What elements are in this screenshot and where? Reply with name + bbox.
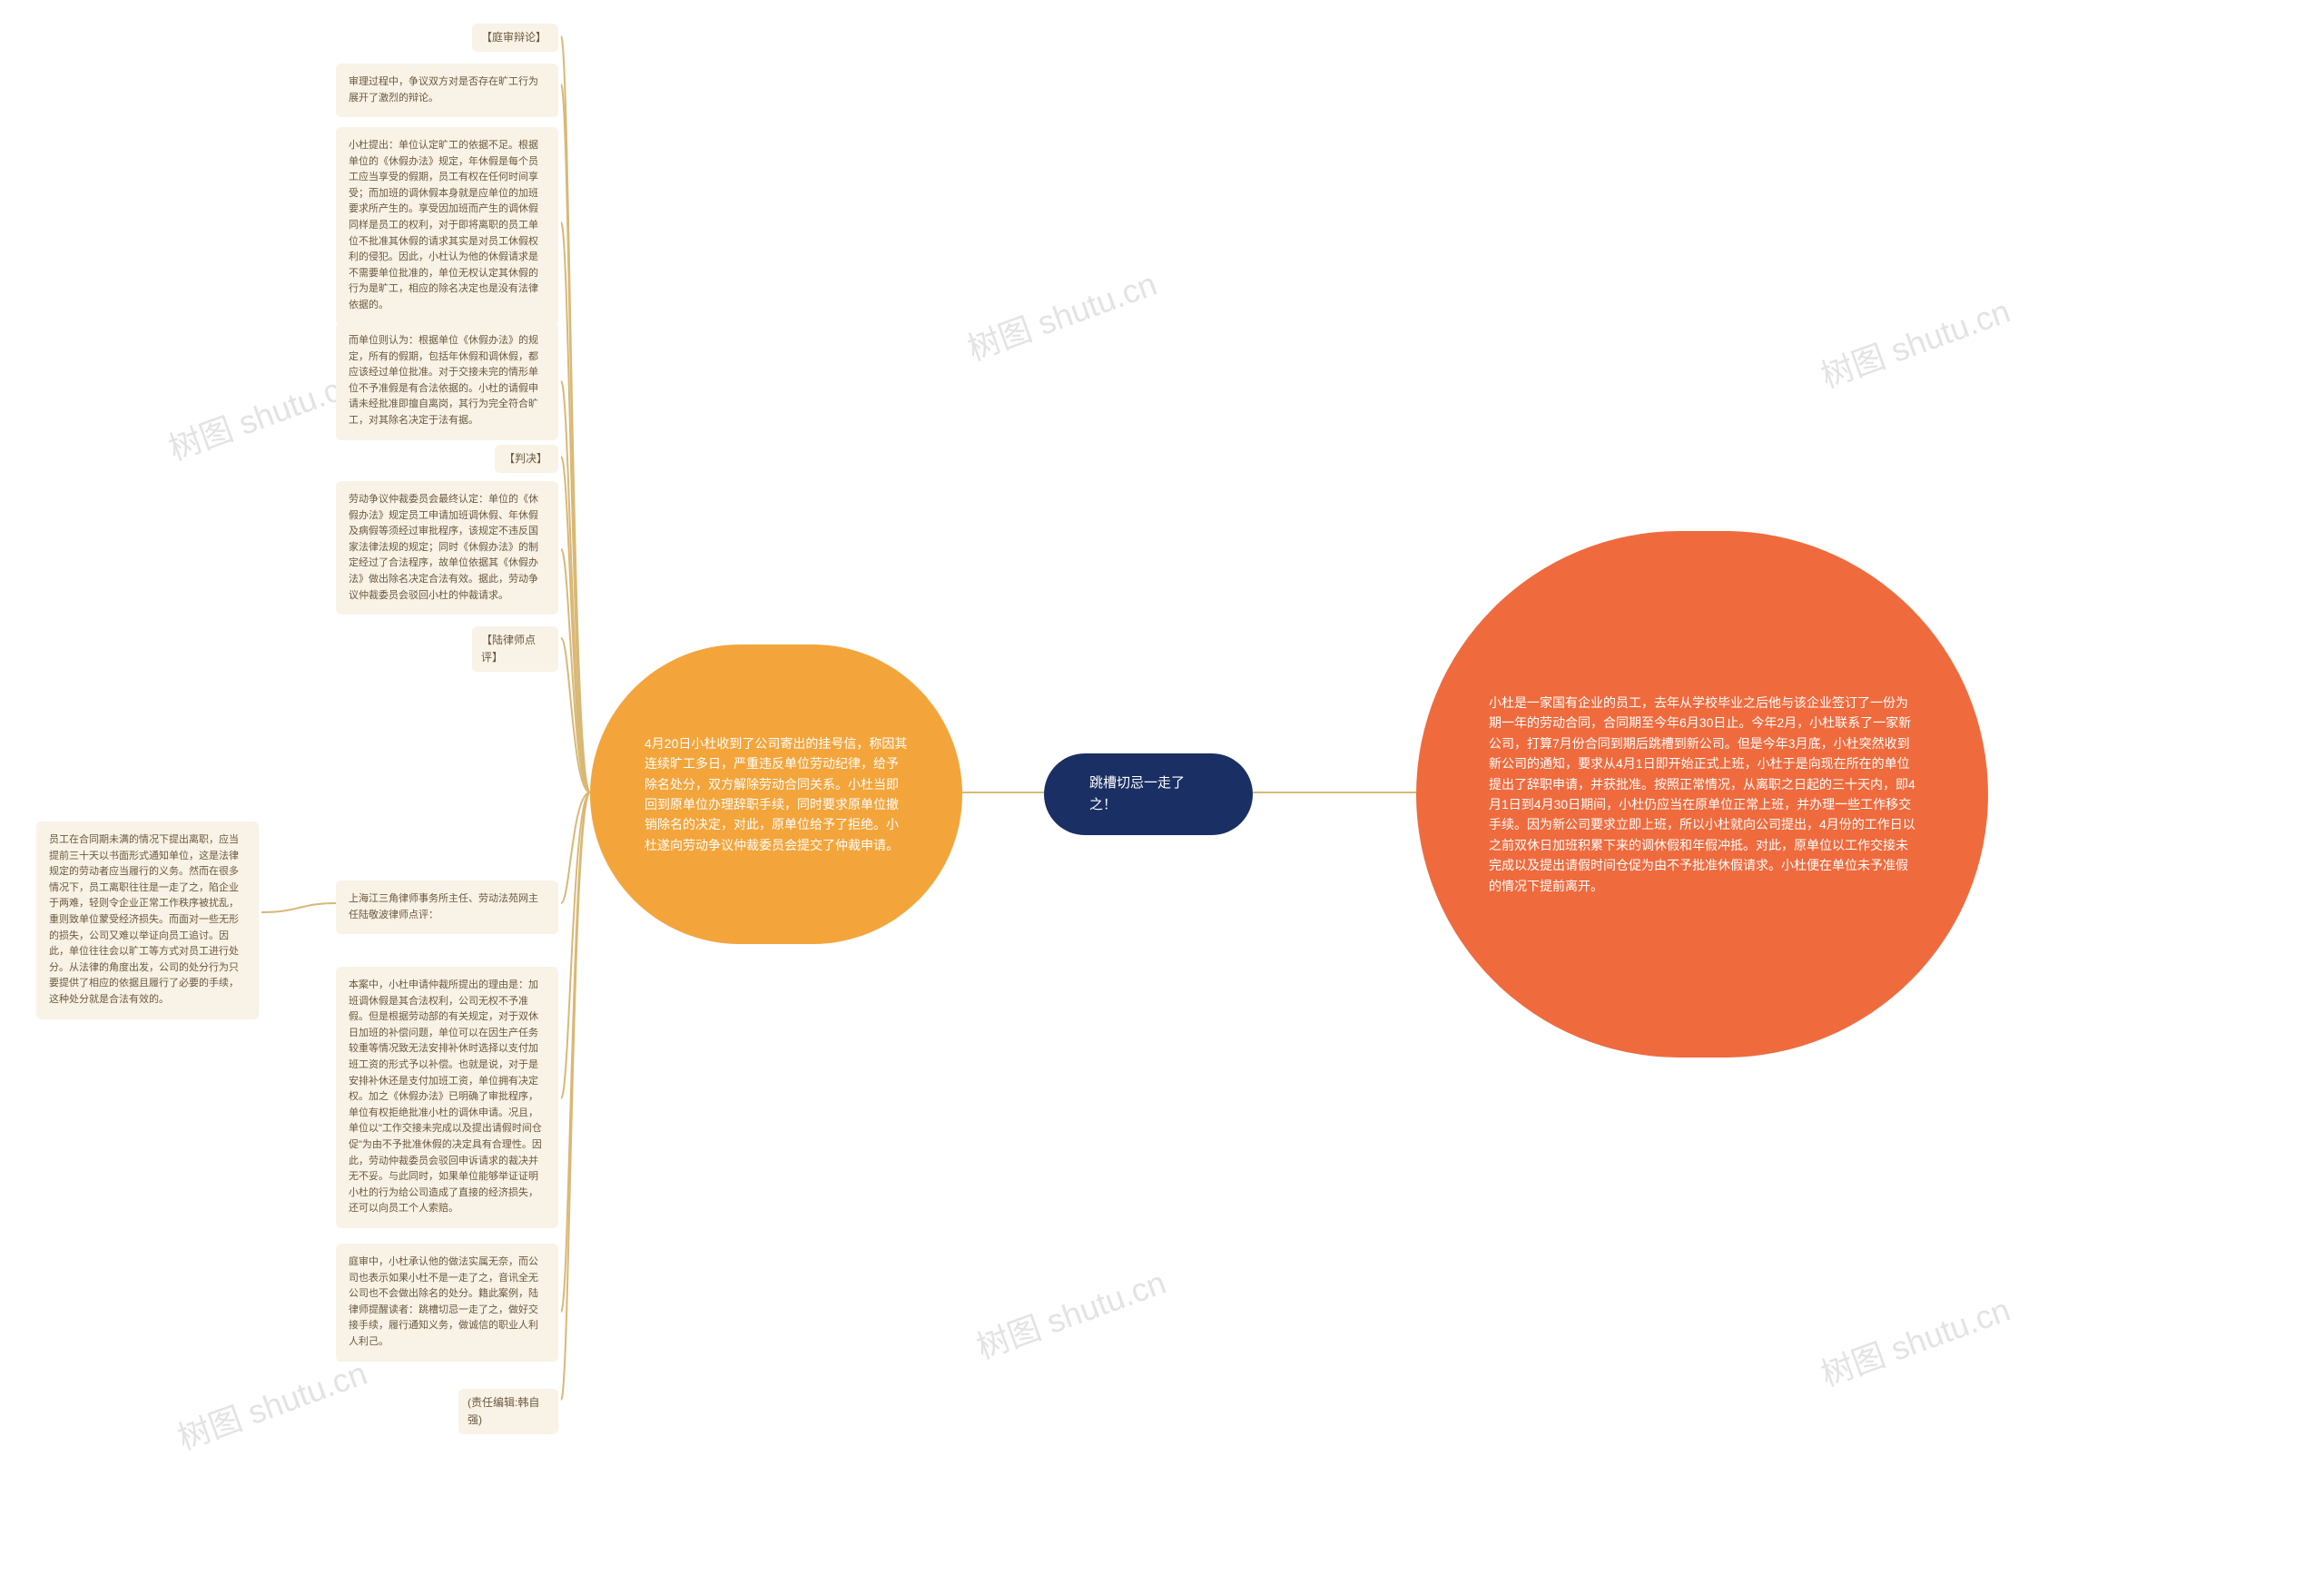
mindmap-link [561, 638, 590, 792]
leaf-t2: 小杜提出：单位认定旷工的依据不足。根据单位的《休假办法》规定，年休假是每个员工应… [336, 127, 558, 325]
mindmap-link [561, 792, 590, 1400]
leaf-label-5: 【陆律师点评】 [472, 626, 558, 672]
leaf-t7: 本案中，小杜申请仲裁所提出的理由是：加班调休假是其合法权利，公司无权不予准假。但… [336, 967, 558, 1228]
leaf-t5: 上海江三角律师事务所主任、劳动法苑网主任陆敬波律师点评： [336, 881, 558, 934]
mindmap-link [561, 381, 590, 792]
mindmap-link [261, 903, 336, 912]
leaf-t3: 而单位则认为：根据单位《休假办法》的规定，所有的假期，包括年休假和调休假，都应该… [336, 322, 558, 440]
mindmap-link [561, 549, 590, 792]
watermark: 树图 shutu.cn [171, 1347, 373, 1459]
mindmap-link [561, 84, 590, 792]
mindmap-link [561, 222, 590, 792]
mindmap-link [561, 457, 590, 792]
mindmap-link [561, 36, 590, 792]
mindmap-link [561, 792, 590, 1098]
leaf-t6: 员工在合同期未满的情况下提出离职，应当提前三十天以书面形式通知单位，这是法律规定… [36, 822, 259, 1019]
leaf-t8: 庭审中，小杜承认他的做法实属无奈，而公司也表示如果小杜不是一走了之，音讯全无公司… [336, 1244, 558, 1362]
branch-left[interactable]: 4月20日小杜收到了公司寄出的挂号信，称因其连续旷工多日，严重违反单位劳动纪律，… [590, 644, 962, 944]
leaf-label-9: (责任编辑:韩自强) [458, 1389, 558, 1434]
mindmap-link [561, 792, 590, 1312]
watermark: 树图 shutu.cn [1814, 1284, 2016, 1395]
watermark: 树图 shutu.cn [960, 258, 1163, 369]
leaf-label-1: 【庭审辩论】 [472, 24, 558, 52]
leaf-t4: 劳动争议仲裁委员会最终认定：单位的《休假办法》规定员工申请加班调休假、年休假及病… [336, 481, 558, 615]
leaf-label-4: 【判决】 [495, 445, 558, 473]
watermark: 树图 shutu.cn [162, 358, 364, 469]
watermark: 树图 shutu.cn [970, 1256, 1172, 1368]
mindmap-link [561, 792, 590, 903]
branch-right[interactable]: 小杜是一家国有企业的员工，去年从学校毕业之后他与该企业签订了一份为期一年的劳动合… [1416, 531, 1988, 1058]
root-node[interactable]: 跳槽切忌一走了之！ [1044, 753, 1253, 835]
leaf-t1: 审理过程中，争议双方对是否存在旷工行为展开了激烈的辩论。 [336, 64, 558, 117]
watermark: 树图 shutu.cn [1814, 285, 2016, 397]
